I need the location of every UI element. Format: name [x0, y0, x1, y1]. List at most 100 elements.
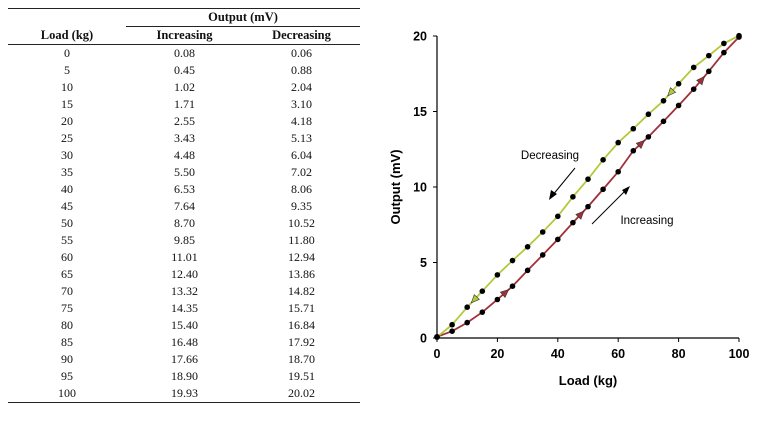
table-cell-decreasing: 12.94	[288, 250, 315, 264]
direction-arrowhead	[667, 87, 677, 97]
table-cell-load: 25	[61, 131, 73, 145]
direction-arrowhead	[499, 289, 510, 299]
y-tick-label: 15	[413, 105, 427, 119]
table-header-load: Load (kg)	[8, 26, 126, 45]
table-row: 10 1.02 2.04	[8, 79, 360, 96]
table-row: 5 0.45 0.88	[8, 62, 360, 79]
data-point-decreasing	[434, 334, 440, 340]
table-cell-load: 45	[61, 199, 73, 213]
table-cell-increasing: 3.43	[174, 131, 195, 145]
direction-arrowhead	[635, 139, 646, 149]
table-cell-decreasing: 11.80	[288, 233, 315, 247]
table-row: 65 12.40 13.86	[8, 266, 360, 283]
table-header-decreasing: Decreasing	[243, 26, 360, 45]
table-row: 25 3.43 5.13	[8, 130, 360, 147]
table-cell-load: 70	[61, 284, 73, 298]
y-tick-label: 0	[420, 332, 427, 346]
table-row: 90 17.66 18.70	[8, 351, 360, 368]
x-tick-label: 80	[672, 347, 686, 361]
table-cell-load: 35	[61, 165, 73, 179]
data-point-decreasing	[585, 176, 591, 182]
table-cell-load: 100	[8, 385, 126, 403]
table-body: 0 0.08 0.06 5 0.45 0.88 10 1.02 2.04 15 1.71 3.10 20…	[8, 45, 360, 403]
data-point-increasing	[524, 267, 531, 274]
table-row: 45 7.64 9.35	[8, 198, 360, 215]
table-cell-increasing: 17.66	[171, 352, 198, 366]
table-group-header: Output (mV)	[126, 8, 360, 27]
hysteresis-chart: 0 20 40 60 80 100 0 5 10 15 20 Load (kg) Output (mV)…	[388, 30, 749, 389]
data-point-increasing	[675, 102, 682, 109]
data-point-increasing	[630, 147, 637, 154]
table-cell-decreasing: 13.86	[288, 267, 315, 281]
data-point-increasing	[570, 219, 576, 226]
table-cell-load: 65	[61, 267, 73, 281]
x-tick-label: 0	[434, 347, 441, 361]
table-cell-decreasing: 3.10	[291, 97, 312, 111]
table-cell-increasing: 0.45	[174, 63, 195, 77]
table-cell-increasing: 14.35	[171, 301, 198, 315]
table-row: 80 15.40 16.84	[8, 317, 360, 334]
data-point-increasing	[464, 319, 470, 326]
table-cell-increasing: 19.93	[126, 385, 243, 403]
table-row: 50 8.70 10.52	[8, 215, 360, 232]
table-cell-decreasing: 15.71	[288, 301, 315, 315]
table-cell-increasing: 12.40	[171, 267, 198, 281]
data-point-increasing	[645, 134, 652, 140]
table-row: 15 1.71 3.10	[8, 96, 360, 113]
data-point-decreasing	[479, 288, 486, 294]
data-point-increasing	[600, 186, 606, 193]
data-point-decreasing	[721, 40, 727, 47]
table-row: 75 14.35 15.71	[8, 300, 360, 317]
data-point-increasing	[555, 236, 561, 243]
table-cell-increasing: 16.48	[171, 335, 198, 349]
table-cell-decreasing: 10.52	[288, 216, 315, 230]
table-header-increasing: Increasing	[126, 26, 243, 45]
data-point-increasing	[660, 118, 667, 125]
chart-container: 0 20 40 60 80 100 0 5 10 15 20 Load (kg) Output (mV)…	[380, 0, 780, 432]
data-point-decreasing	[675, 80, 682, 87]
table-row: 55 9.85 11.80	[8, 232, 360, 249]
table-cell-increasing: 13.32	[171, 284, 198, 298]
x-tick-label: 40	[551, 347, 565, 361]
table-cell-decreasing: 20.02	[243, 385, 360, 403]
table-cell-load: 20	[61, 114, 73, 128]
annotation-arrowhead-increasing	[622, 186, 630, 195]
data-point-decreasing	[524, 243, 531, 250]
table-cell-increasing: 1.71	[174, 97, 195, 111]
table-row: 30 4.48 6.04	[8, 147, 360, 164]
data-point-increasing	[494, 296, 501, 303]
table-row: 0 0.08 0.06	[8, 45, 360, 63]
table-header-blank	[8, 8, 126, 27]
table-cell-increasing: 5.50	[174, 165, 195, 179]
data-point-decreasing	[615, 139, 621, 146]
table-row: 40 6.53 8.06	[8, 181, 360, 198]
table-cell-decreasing: 6.04	[291, 148, 312, 162]
data-point-increasing	[509, 283, 516, 290]
data-point-decreasing	[706, 52, 712, 59]
data-point-increasing	[690, 86, 697, 92]
table-cell-load: 85	[61, 335, 73, 349]
data-point-decreasing	[464, 304, 470, 310]
table-row: 70 13.32 14.82	[8, 283, 360, 300]
annotation-increasing: Increasing	[620, 215, 673, 227]
data-point-decreasing	[645, 111, 652, 118]
load-output-table: Output (mV) Load (kg) Increasing Decreas…	[8, 8, 360, 403]
data-point-decreasing	[555, 213, 561, 220]
x-tick-label: 60	[611, 347, 625, 361]
y-tick-label: 10	[413, 181, 427, 195]
table-cell-load: 15	[61, 97, 73, 111]
data-point-decreasing	[539, 229, 546, 235]
table-cell-increasing: 8.70	[174, 216, 195, 230]
table-row: 100 19.93 20.02	[8, 385, 360, 403]
x-axis-label: Load (kg)	[559, 373, 618, 388]
table-cell-increasing: 0.08	[174, 46, 195, 60]
table-cell-increasing: 2.55	[174, 114, 195, 128]
table-row: 60 11.01 12.94	[8, 249, 360, 266]
data-point-decreasing	[630, 125, 637, 132]
table-cell-increasing: 18.90	[171, 369, 198, 383]
data-point-decreasing	[660, 97, 667, 104]
y-tick-label: 5	[420, 256, 427, 270]
direction-arrowhead	[470, 294, 480, 304]
data-point-increasing	[585, 203, 591, 210]
table-row: 20 2.55 4.18	[8, 113, 360, 130]
